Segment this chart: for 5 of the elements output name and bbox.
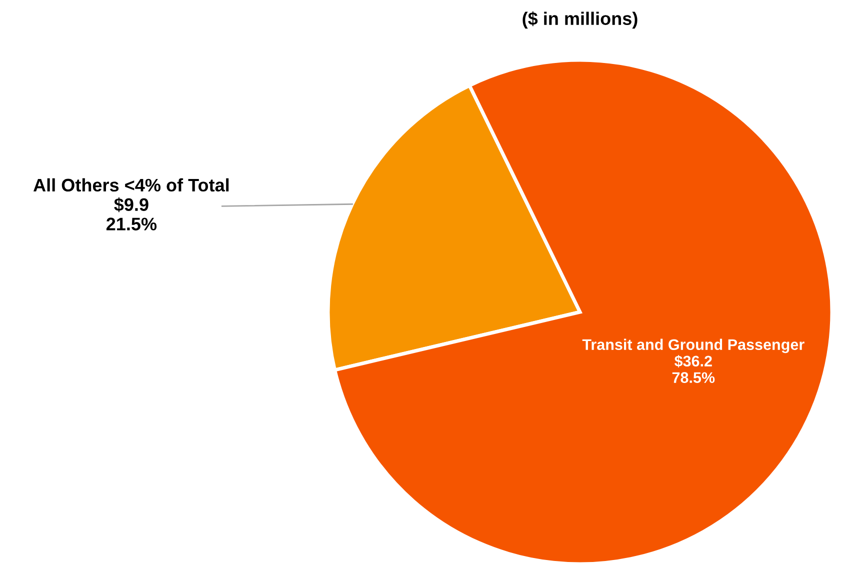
slice-label: Transit and Ground Passenger xyxy=(582,338,804,354)
slice-label: All Others <4% of Total xyxy=(33,178,229,192)
data-label: $9.9 21.5% xyxy=(106,197,157,230)
data-label: $36.2 78.5% xyxy=(672,355,715,383)
chart-title: ($ in millions) xyxy=(522,11,638,29)
